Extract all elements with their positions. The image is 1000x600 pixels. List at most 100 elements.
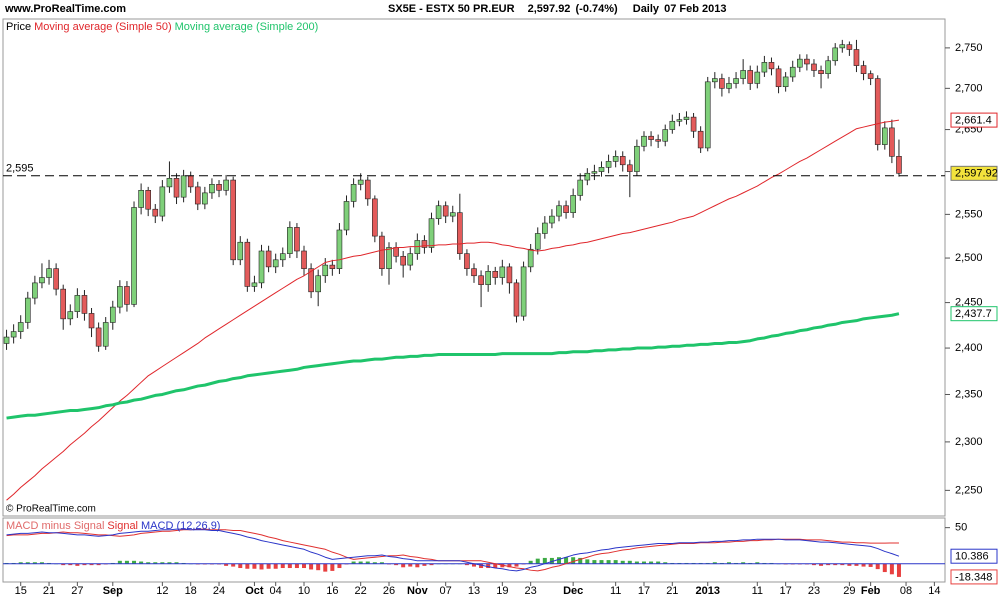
reference-label: 2,595: [6, 163, 34, 175]
histogram-bar: [819, 563, 824, 566]
x-tick-label: 18: [185, 585, 197, 597]
line: [6, 528, 900, 572]
candle-body: [372, 198, 378, 237]
x-tick-label: 11: [610, 585, 621, 597]
candle-body: [839, 44, 846, 49]
x-tick-label: 14: [928, 585, 940, 597]
histogram-bar: [479, 563, 484, 569]
candle-body: [853, 49, 860, 66]
histogram-bar: [167, 562, 172, 564]
histogram-bar: [564, 557, 569, 564]
histogram-bar: [351, 561, 356, 564]
histogram-bar: [606, 560, 611, 564]
candle-body: [464, 253, 470, 269]
histogram-bar: [323, 563, 328, 572]
candle-body: [754, 71, 761, 84]
histogram-bar: [18, 562, 23, 564]
histogram-bar: [124, 560, 129, 564]
histogram-bar: [75, 563, 80, 566]
histogram-bar: [117, 560, 122, 564]
x-tick-label: 24: [213, 585, 225, 597]
candle-body: [881, 127, 888, 145]
y-tick-label: 2,500: [955, 252, 983, 264]
histogram-bar: [861, 563, 866, 567]
candle-body: [329, 264, 336, 269]
histogram-bar: [273, 563, 278, 569]
legend-entry: MACD (12,26,9): [141, 520, 220, 532]
candle-body: [102, 322, 109, 347]
candle-body: [294, 227, 300, 252]
y-tick-label: 2,250: [955, 484, 983, 496]
candle-body: [563, 205, 569, 213]
histogram-bar: [613, 560, 618, 564]
x-tick-label: 26: [383, 585, 395, 597]
x-tick-label: 22: [355, 585, 367, 597]
candle-body: [173, 178, 180, 198]
histogram-bar: [415, 563, 420, 568]
last-value-box: [950, 569, 998, 585]
candle-body: [194, 186, 201, 205]
x-tick-label: Dec: [563, 585, 583, 597]
candle-body: [804, 58, 810, 65]
histogram-bar: [599, 560, 604, 564]
candle-body: [825, 60, 831, 74]
histogram-bar: [82, 563, 87, 566]
candle-body: [542, 222, 548, 234]
histogram-bar: [634, 561, 639, 564]
candle-body: [202, 192, 208, 205]
candle-body: [287, 227, 293, 254]
histogram-bar: [238, 563, 243, 569]
histogram-bar: [132, 560, 137, 564]
candle-body: [251, 282, 258, 287]
histogram-bar: [25, 562, 30, 564]
candle-body: [421, 240, 428, 248]
candle-body: [46, 268, 52, 278]
candle-body: [556, 205, 562, 217]
candle-body: [131, 207, 137, 305]
x-tick-label: 04: [270, 585, 282, 597]
histogram-bar: [896, 563, 901, 577]
candle-body: [704, 81, 711, 149]
candle-body: [513, 282, 520, 317]
candle-body: [449, 212, 456, 217]
candle-body: [322, 264, 329, 277]
histogram-bar: [875, 563, 880, 570]
histogram-bar: [266, 563, 271, 569]
last-value-box: [950, 112, 998, 128]
candle-body: [747, 70, 754, 84]
histogram-bar: [549, 557, 554, 564]
histogram-bar: [535, 558, 540, 564]
last-value-box: [950, 306, 998, 322]
histogram-bar: [408, 563, 413, 567]
x-tick-label: Sep: [103, 585, 123, 597]
candle-body: [301, 250, 307, 269]
candle-body: [244, 241, 251, 287]
legend: MACD minus Signal Signal MACD (12,26,9): [6, 520, 220, 532]
candle-body: [230, 179, 236, 261]
candle-body: [407, 253, 414, 266]
histogram-bar: [139, 561, 144, 564]
last-value-label: 10.386: [955, 551, 989, 563]
histogram-bar: [280, 563, 285, 569]
histogram-bar: [429, 563, 434, 566]
candle-body: [187, 175, 194, 188]
candle-body: [577, 179, 584, 196]
last-price: 2,597.92: [528, 3, 571, 15]
x-tick-label: 07: [440, 585, 452, 597]
candle-body: [492, 271, 499, 278]
candle-body: [641, 135, 647, 147]
candle-body: [775, 68, 782, 88]
histogram-bar: [556, 557, 561, 564]
candle-body: [336, 229, 343, 269]
histogram-bar: [882, 563, 887, 573]
x-tick-label: 17: [780, 585, 792, 597]
candle-body: [726, 83, 732, 89]
histogram-bar: [160, 562, 165, 564]
x-tick-label: 17: [638, 585, 650, 597]
x-tick-label: 11: [752, 585, 763, 597]
histogram-bar: [252, 563, 257, 569]
histogram-bar: [486, 563, 491, 569]
candle-body: [209, 184, 215, 194]
candle-body: [315, 275, 321, 293]
